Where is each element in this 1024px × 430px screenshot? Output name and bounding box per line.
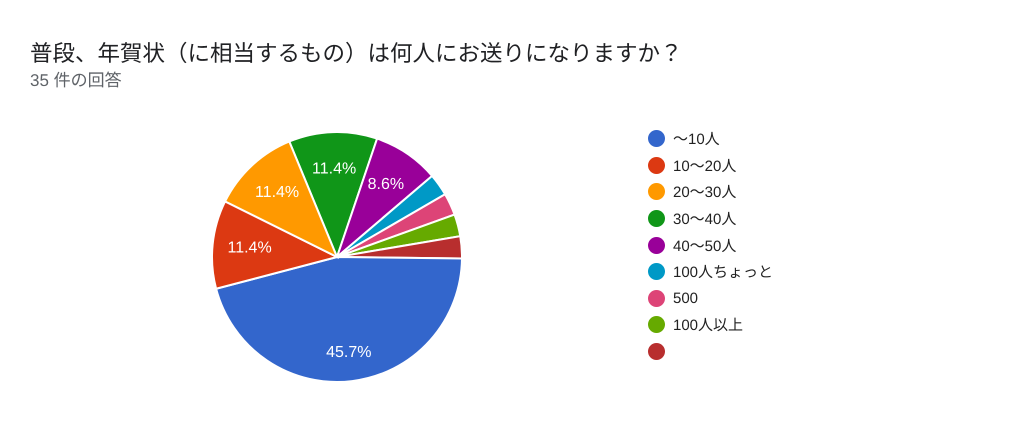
svg-text:11.4%: 11.4% <box>255 184 299 201</box>
svg-text:11.4%: 11.4% <box>312 160 356 177</box>
svg-text:8.6%: 8.6% <box>368 176 404 193</box>
svg-text:11.4%: 11.4% <box>228 239 272 256</box>
svg-text:45.7%: 45.7% <box>326 344 371 361</box>
